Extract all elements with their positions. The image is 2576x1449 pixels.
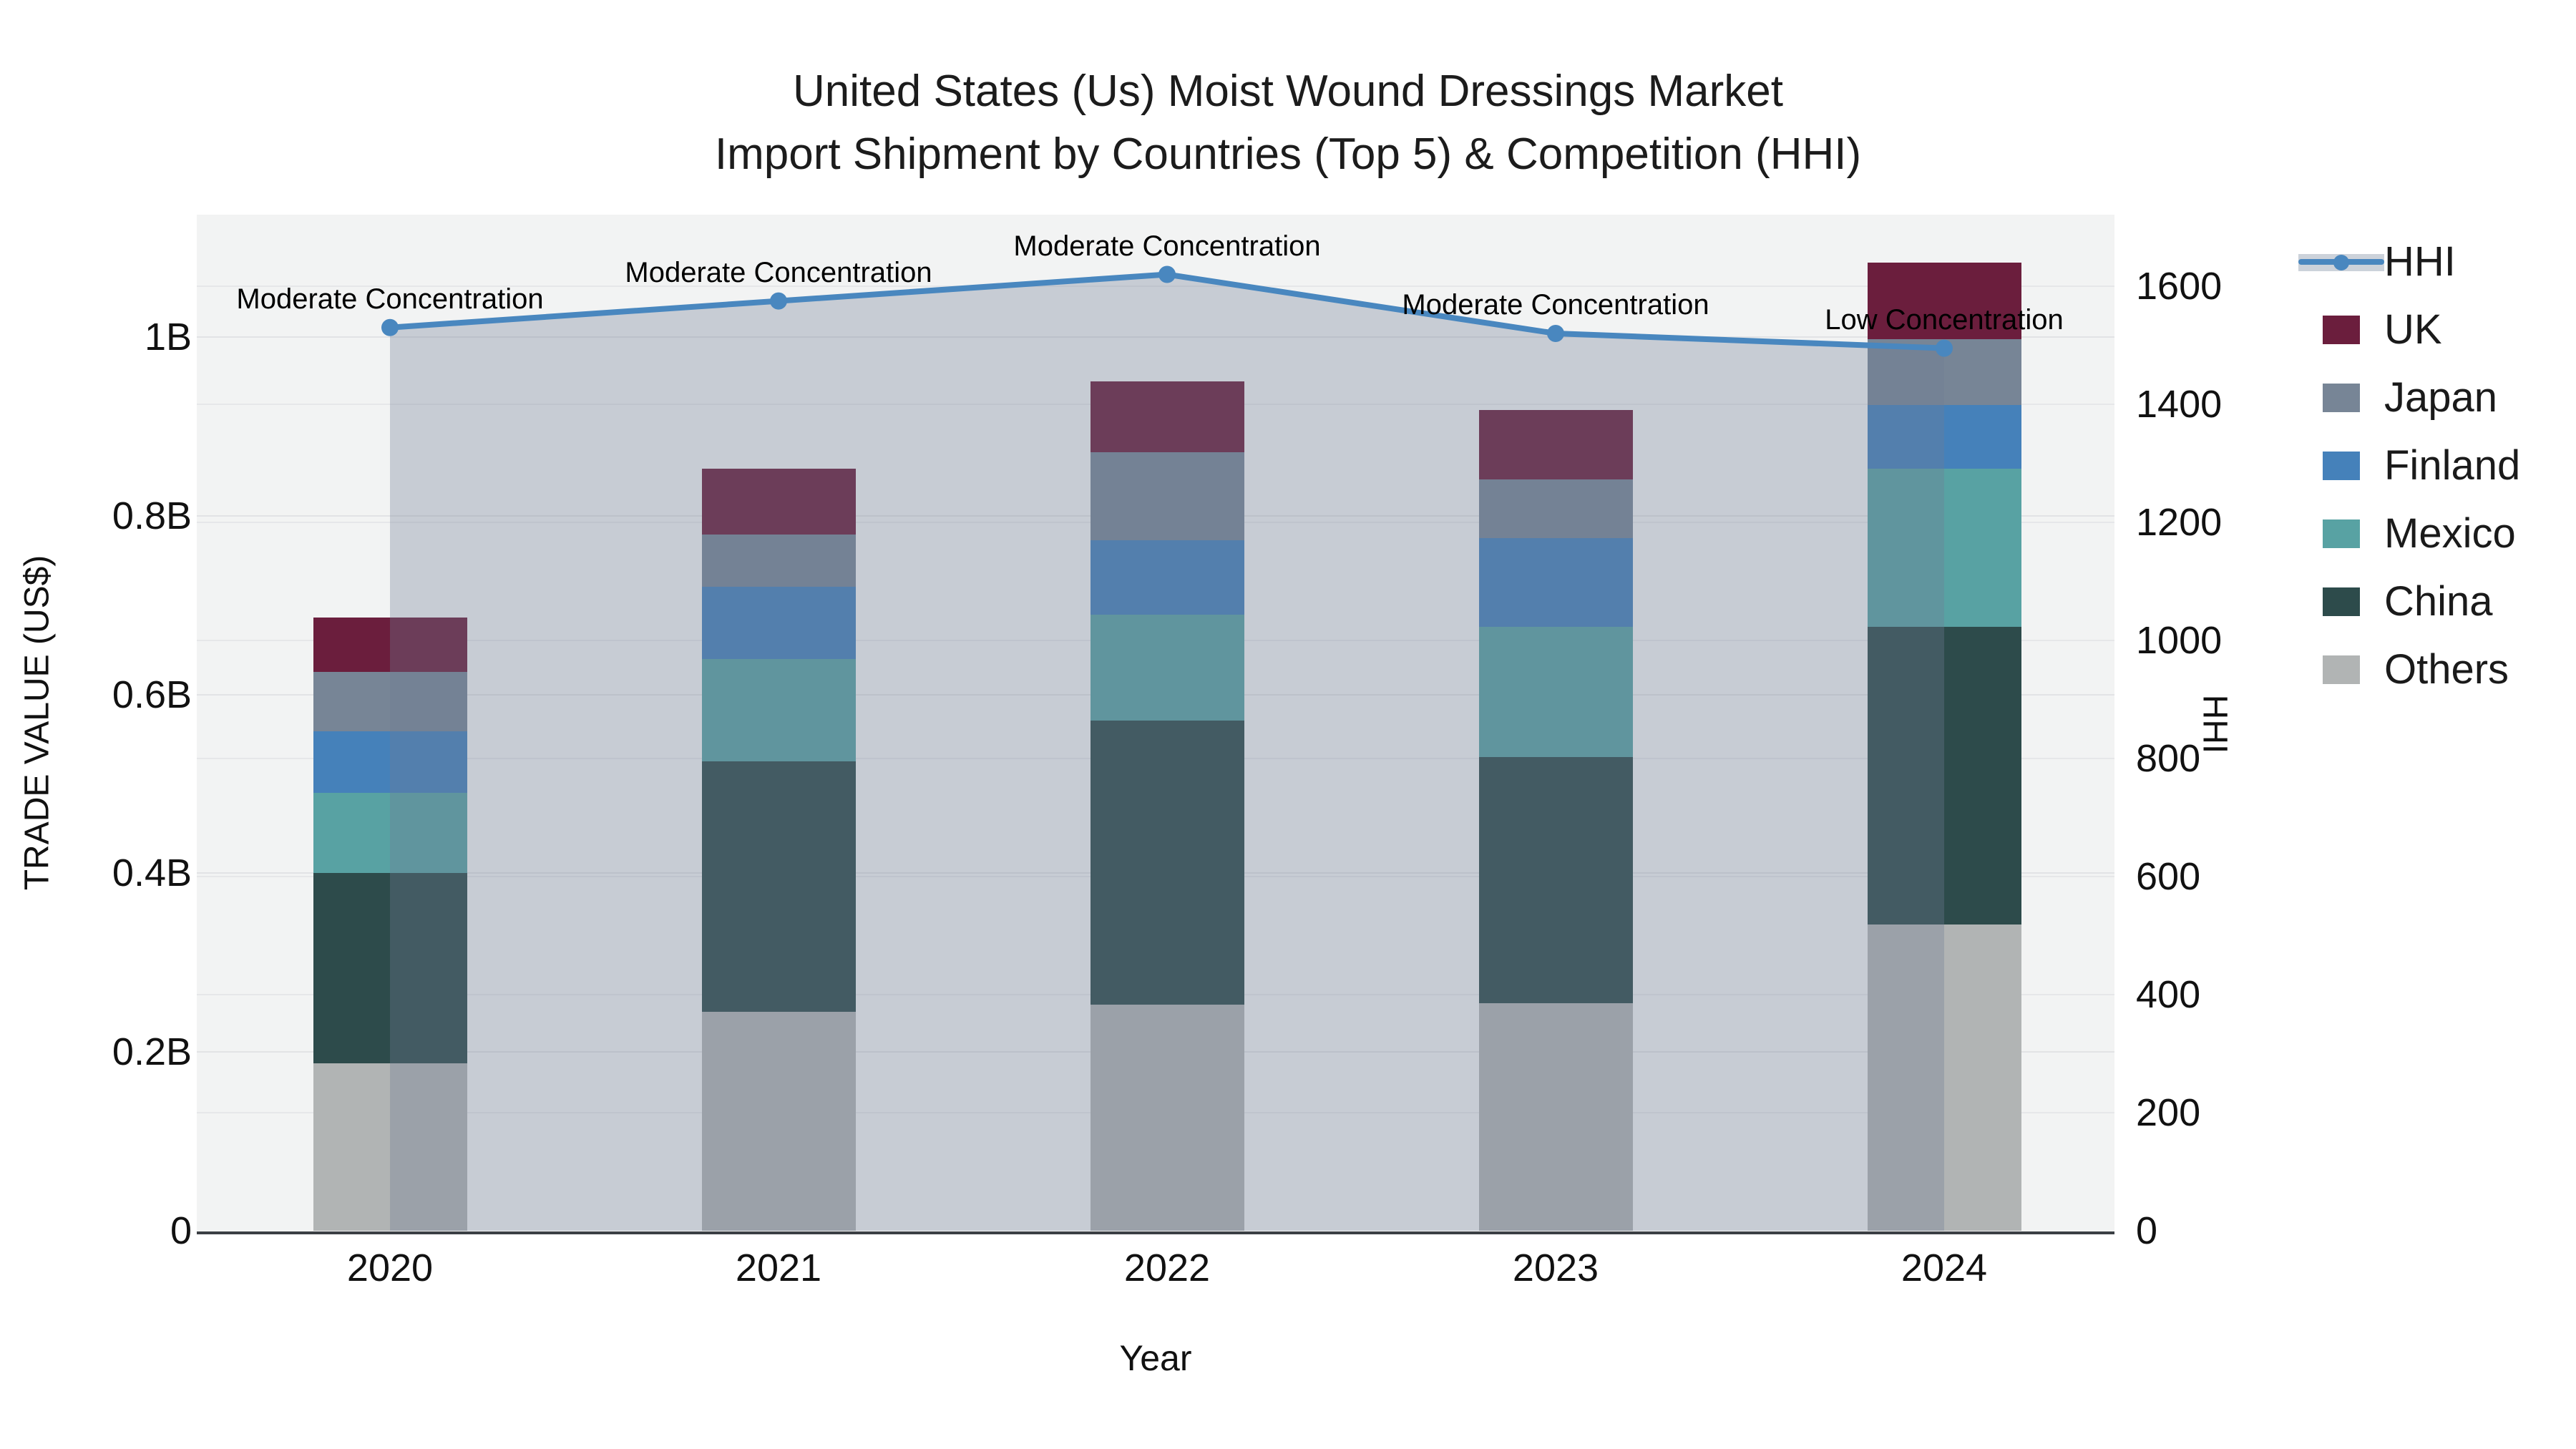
- legend-item-china[interactable]: China: [2298, 567, 2520, 635]
- legend-label-mexico: Mexico: [2384, 509, 2516, 557]
- right-tick-1600: 1600: [2136, 265, 2223, 308]
- legend-swatch-china: [2323, 587, 2360, 616]
- bar-segment-finland-2024[interactable]: [1867, 404, 2021, 469]
- legend-label-hhi: HHI: [2384, 238, 2456, 285]
- x-tick-2020: 2020: [346, 1246, 434, 1289]
- bar-segment-japan-2020[interactable]: [313, 672, 467, 731]
- hhi-line-layer: [381, 265, 1953, 1231]
- annotation-2022: Moderate Concentration: [1013, 230, 1321, 262]
- legend: HHI UK Japan Finland Mexico China Others: [2298, 228, 2520, 703]
- x-tick-2022: 2022: [1123, 1246, 1211, 1289]
- x-tick-2021: 2021: [735, 1246, 822, 1289]
- right-tick-600: 600: [2136, 855, 2201, 898]
- hhi-marker-sample: [2333, 254, 2349, 270]
- bar-segment-finland-2023[interactable]: [1478, 538, 1633, 627]
- bar-segment-mexico-2021[interactable]: [701, 658, 856, 762]
- right-tick-1200: 1200: [2136, 501, 2223, 544]
- left-tick-1B: 1B: [144, 316, 192, 358]
- hhi-point-2024[interactable]: [1936, 339, 1953, 357]
- bar-segment-finland-2022[interactable]: [1090, 540, 1244, 615]
- legend-label-others: Others: [2384, 645, 2509, 693]
- bar-segment-mexico-2020[interactable]: [313, 793, 467, 874]
- y-axis-title-trade-value: TRADE VALUE (US$): [18, 555, 57, 891]
- legend-item-mexico[interactable]: Mexico: [2298, 499, 2520, 567]
- legend-swatch-uk: [2323, 315, 2360, 344]
- left-tick-0.2B: 0.2B: [112, 1030, 192, 1074]
- bar-segment-uk-2022[interactable]: [1090, 381, 1244, 453]
- plot-area: [197, 215, 2114, 1234]
- right-tick-0: 0: [2136, 1209, 2158, 1252]
- bar-segment-finland-2020[interactable]: [313, 731, 467, 793]
- bar-segment-others-2022[interactable]: [1090, 1005, 1244, 1231]
- bar-segment-others-2021[interactable]: [701, 1012, 856, 1231]
- bar-segment-china-2023[interactable]: [1478, 757, 1633, 1003]
- bar-segment-uk-2021[interactable]: [701, 468, 856, 535]
- bar-segment-uk-2020[interactable]: [313, 618, 467, 673]
- bar-segment-japan-2022[interactable]: [1090, 452, 1244, 540]
- hhi-point-2020[interactable]: [381, 318, 399, 336]
- legend-item-others[interactable]: Others: [2298, 635, 2520, 703]
- bar-segment-japan-2021[interactable]: [701, 535, 856, 587]
- legend-swatch-others: [2323, 655, 2360, 684]
- left-tick-0.8B: 0.8B: [112, 494, 192, 537]
- legend-label-uk: UK: [2384, 306, 2442, 353]
- bar-segment-japan-2023[interactable]: [1478, 479, 1633, 538]
- bar-segment-china-2024[interactable]: [1867, 626, 2021, 924]
- left-tick-0.4B: 0.4B: [112, 852, 192, 895]
- gridline-right-1600: [197, 286, 2114, 287]
- legend-swatch-mexico: [2323, 519, 2360, 548]
- bar-segment-china-2020[interactable]: [313, 873, 467, 1064]
- right-tick-200: 200: [2136, 1091, 2201, 1134]
- legend-item-hhi[interactable]: HHI: [2298, 228, 2520, 296]
- x-axis-line: [197, 1231, 2114, 1234]
- bar-segment-china-2021[interactable]: [701, 761, 856, 1012]
- chart-title-line2: Import Shipment by Countries (Top 5) & C…: [714, 130, 1862, 179]
- x-tick-2023: 2023: [1512, 1246, 1599, 1289]
- right-tick-1000: 1000: [2136, 619, 2223, 662]
- right-tick-400: 400: [2136, 973, 2201, 1016]
- legend-label-japan: Japan: [2384, 374, 2498, 421]
- hhi-point-2023[interactable]: [1547, 325, 1564, 342]
- x-axis-title-year: Year: [1119, 1338, 1192, 1378]
- annotation-2023: Moderate Concentration: [1402, 289, 1709, 321]
- bar-segment-others-2023[interactable]: [1478, 1002, 1633, 1231]
- legend-line-sample-hhi: [2298, 248, 2384, 276]
- annotation-2020: Moderate Concentration: [236, 283, 544, 315]
- legend-item-finland[interactable]: Finland: [2298, 431, 2520, 499]
- left-tick-0.6B: 0.6B: [112, 673, 192, 716]
- annotation-2024: Low Concentration: [1825, 303, 2064, 336]
- bar-segment-uk-2023[interactable]: [1478, 410, 1633, 479]
- chart-title-line1: United States (Us) Moist Wound Dressings…: [793, 67, 1783, 116]
- legend-label-china: China: [2384, 577, 2493, 625]
- hhi-area-fill: [390, 274, 1944, 1231]
- x-tick-2024: 2024: [1901, 1246, 1988, 1289]
- right-tick-1400: 1400: [2136, 383, 2223, 426]
- bar-segment-mexico-2022[interactable]: [1090, 615, 1244, 721]
- right-tick-800: 800: [2136, 737, 2201, 780]
- bar-segment-others-2020[interactable]: [313, 1063, 467, 1231]
- bar-segment-others-2024[interactable]: [1867, 924, 2021, 1231]
- left-tick-0: 0: [170, 1209, 192, 1252]
- hhi-point-2021[interactable]: [770, 292, 787, 310]
- legend-label-finland: Finland: [2384, 441, 2521, 489]
- legend-swatch-finland: [2323, 451, 2360, 480]
- annotation-2021: Moderate Concentration: [625, 256, 932, 288]
- legend-swatch-japan: [2323, 383, 2360, 412]
- gridline-left-1: [197, 336, 2114, 338]
- hhi-point-2022[interactable]: [1158, 265, 1176, 283]
- bar-segment-finland-2021[interactable]: [701, 586, 856, 659]
- legend-item-uk[interactable]: UK: [2298, 296, 2520, 364]
- bar-segment-mexico-2024[interactable]: [1867, 468, 2021, 627]
- bar-segment-mexico-2023[interactable]: [1478, 626, 1633, 757]
- bar-segment-china-2022[interactable]: [1090, 720, 1244, 1005]
- bar-segment-uk-2024[interactable]: [1867, 263, 2021, 339]
- legend-item-japan[interactable]: Japan: [2298, 364, 2520, 431]
